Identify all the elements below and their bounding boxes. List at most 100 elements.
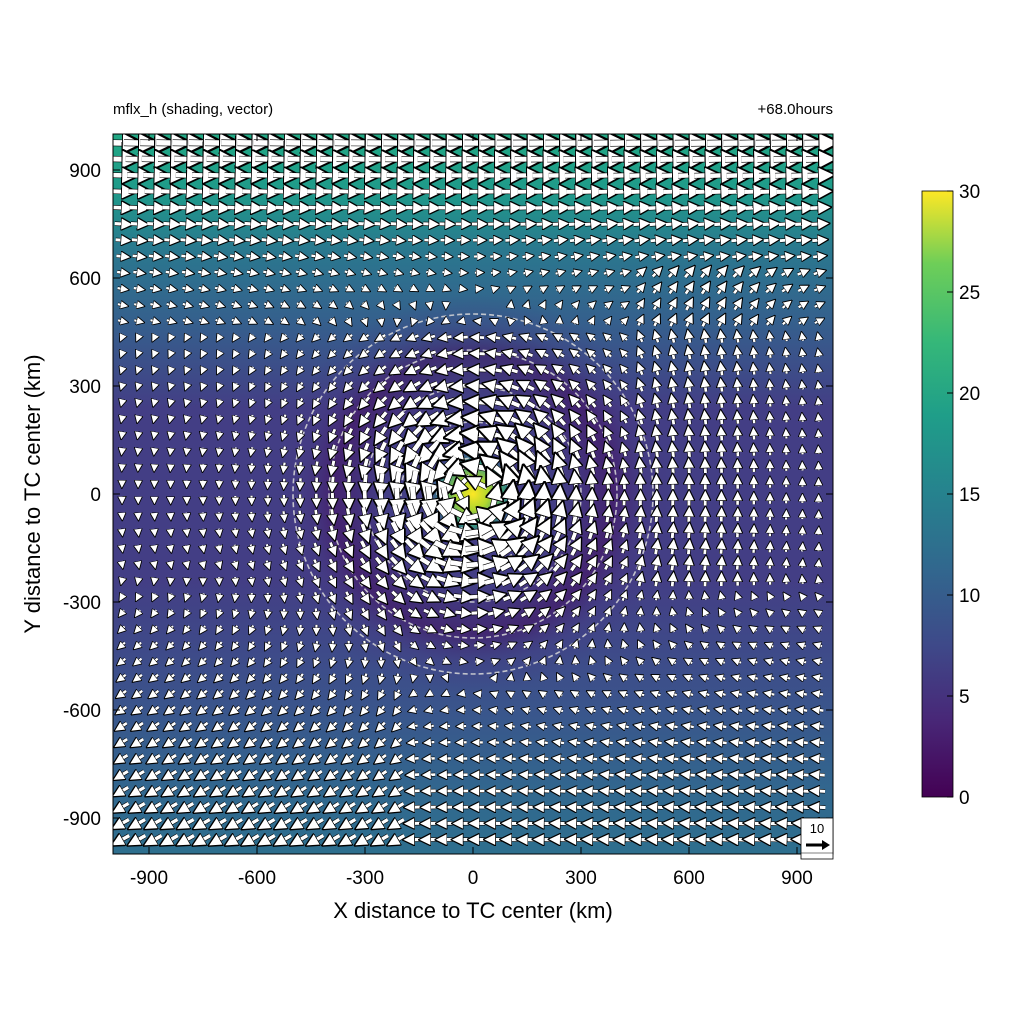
vector-arrow (770, 430, 771, 440)
vector-arrow (282, 367, 286, 373)
vector-arrow (250, 351, 253, 356)
vector-arrow (761, 207, 779, 208)
vector-arrow (622, 351, 627, 357)
vector-arrow (389, 556, 403, 571)
vector-arrow (396, 303, 399, 308)
x-tick-label: -300 (346, 868, 384, 889)
vector-arrow (309, 223, 324, 224)
vector-arrow (753, 397, 754, 408)
vector-arrow (218, 335, 221, 340)
vector-arrow (251, 544, 253, 552)
vector-arrow (138, 545, 139, 550)
vector-arrow (598, 191, 617, 192)
vector-arrow (635, 256, 645, 258)
vector-arrow (476, 694, 481, 695)
vector-arrow (500, 559, 520, 569)
vector-arrow (668, 725, 678, 727)
vector-arrow (342, 240, 354, 241)
vector-arrow (491, 710, 499, 711)
vector-arrow (144, 191, 164, 192)
vector-arrow (460, 693, 465, 694)
vector-arrow (744, 191, 763, 192)
vector-arrow (363, 303, 367, 308)
vector-arrow (121, 594, 124, 599)
vector-arrow (619, 272, 628, 274)
vector-arrow (624, 477, 625, 490)
vector-arrow (194, 207, 212, 208)
vector-arrow (154, 416, 155, 421)
vector-arrow (218, 383, 220, 388)
vector-arrow (122, 545, 123, 550)
vector-arrow (764, 758, 776, 759)
vector-arrow (145, 207, 163, 208)
vector-arrow (170, 562, 171, 567)
vector-arrow (170, 400, 172, 405)
vector-arrow (555, 366, 566, 373)
y-axis-label: Y distance to TC center (km) (20, 354, 45, 633)
vector-arrow (781, 302, 790, 308)
vector-arrow (454, 385, 471, 387)
vector-arrow (571, 366, 581, 373)
vector-arrow (330, 335, 336, 340)
vector-arrow (764, 269, 775, 275)
vector-arrow (699, 791, 712, 792)
vector-arrow (486, 595, 503, 599)
vector-arrow (409, 272, 417, 274)
vector-arrow (683, 791, 696, 792)
vector-arrow (786, 382, 787, 390)
vector-arrow (552, 558, 565, 572)
vector-arrow (359, 240, 370, 241)
vector-arrow (378, 607, 385, 617)
vector-arrow (409, 503, 417, 527)
vector-arrow (780, 256, 792, 257)
vector-arrow (796, 807, 810, 808)
vector-arrow (705, 526, 706, 538)
vector-arrow (267, 511, 268, 520)
vector-arrow (701, 268, 709, 279)
vector-arrow (185, 626, 189, 632)
vector-arrow (180, 240, 193, 241)
vector-arrow (250, 399, 253, 405)
vector-arrow (686, 300, 691, 311)
vector-arrow (796, 256, 808, 257)
vector-arrow (121, 351, 123, 356)
vector-arrow (682, 807, 696, 808)
y-tick-label: -900 (63, 809, 101, 830)
vector-arrow (186, 594, 188, 600)
y-tick-label: -300 (63, 593, 101, 614)
vector-arrow (672, 509, 673, 523)
vector-arrow (802, 383, 803, 390)
vector-arrow (670, 300, 675, 311)
vector-arrow (283, 430, 285, 439)
vector-arrow (623, 593, 626, 602)
vector-arrow (704, 380, 706, 392)
vector-arrow (818, 432, 819, 438)
vector-arrow (621, 303, 627, 307)
vector-arrow (202, 399, 204, 405)
vector-arrow (488, 353, 502, 355)
vector-arrow (667, 256, 678, 258)
vector-arrow (234, 335, 237, 340)
vector-arrow (121, 367, 123, 372)
vector-arrow (672, 364, 674, 376)
vector-arrow (299, 592, 301, 601)
vector-arrow (812, 256, 824, 257)
vector-arrow (608, 493, 609, 507)
vector-arrow (476, 321, 482, 322)
vector-arrow (770, 382, 771, 391)
vector-arrow (242, 191, 261, 192)
vector-arrow (458, 490, 466, 508)
vector-arrow (228, 223, 242, 224)
vector-arrow (685, 268, 693, 279)
vector-arrow (170, 545, 171, 550)
vector-arrow (622, 576, 626, 586)
vector-arrow (182, 288, 192, 290)
vector-arrow (702, 284, 709, 295)
vector-arrow (665, 839, 681, 840)
vector-arrow (795, 240, 809, 241)
vector-arrow (770, 414, 771, 423)
vector-arrow (348, 475, 349, 491)
vector-arrow (573, 609, 579, 618)
vector-arrow (572, 592, 579, 602)
vector-arrow (154, 384, 156, 389)
